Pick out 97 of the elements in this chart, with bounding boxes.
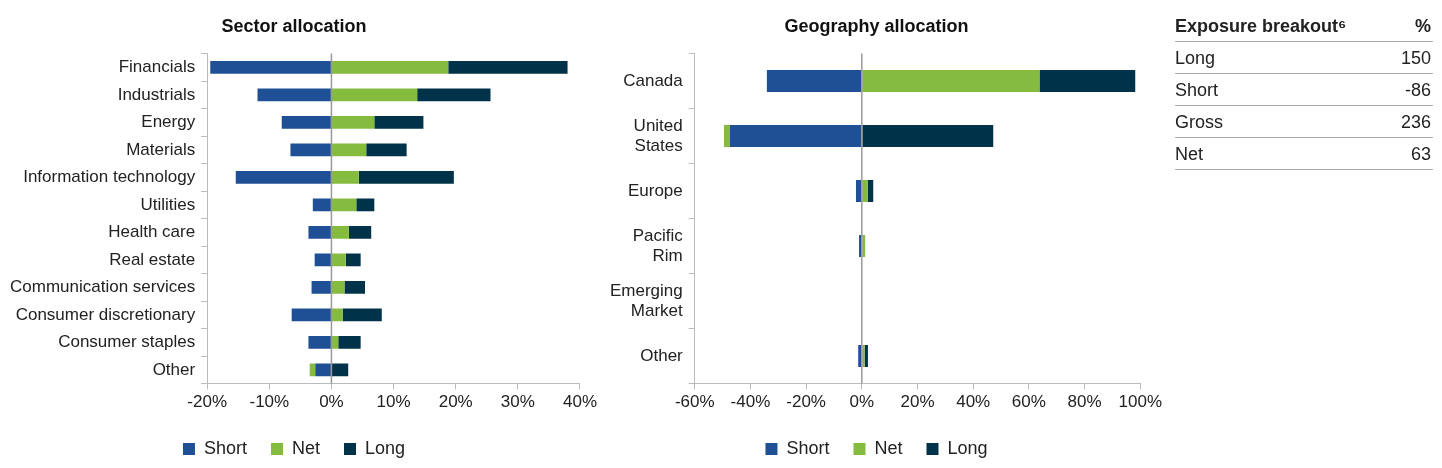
x-tick-label: -10%: [249, 392, 290, 412]
bar: [862, 70, 1040, 93]
legend-label: Short: [203, 437, 247, 458]
bar: [342, 308, 382, 322]
y-tick-label: Emerging Market: [609, 280, 684, 320]
legend-label: Net: [291, 437, 320, 458]
bar: [345, 253, 361, 267]
bar: [344, 281, 365, 294]
legend-label: Short: [786, 437, 830, 458]
y-tick-label: Industrials: [117, 84, 196, 104]
bar: [374, 116, 424, 129]
bar: [356, 198, 375, 212]
bar: [312, 198, 331, 212]
y-tick-label: Utilities: [140, 194, 196, 214]
y-tick-label: Consumer staples: [58, 332, 196, 352]
x-tick-label: 0%: [849, 392, 875, 412]
text: Exposure breakout⁶: [1175, 12, 1394, 42]
bar: [331, 363, 349, 377]
bar: [366, 143, 407, 157]
bar: [210, 61, 331, 74]
x-tick-label: 80%: [1067, 392, 1102, 412]
x-tick-label: 10%: [376, 392, 411, 412]
category-label: Short: [1175, 73, 1394, 106]
y-tick-label: Other: [152, 359, 196, 379]
bar: [331, 143, 367, 157]
category-label: Gross: [1175, 105, 1394, 138]
bar: [331, 308, 343, 322]
bar: [331, 336, 339, 349]
x-tick-label: -20%: [786, 392, 826, 412]
y-tick-label: Canada: [623, 70, 684, 90]
bar: [358, 171, 454, 184]
bar: [855, 180, 862, 203]
bar: [281, 116, 331, 129]
category-label: Long: [1175, 41, 1394, 74]
x-tick-label: 40%: [562, 392, 597, 412]
bar: [862, 125, 994, 148]
bar: [311, 281, 331, 294]
bar: [331, 61, 449, 74]
legend-label: Long: [947, 437, 988, 458]
x-tick-label: -40%: [730, 392, 771, 412]
bar: [308, 336, 331, 349]
bar: [315, 363, 331, 377]
bar: [331, 281, 345, 294]
bar: [417, 88, 491, 102]
data-label: 236: [1393, 105, 1433, 138]
y-tick-label: Europe: [627, 180, 683, 200]
bar: [235, 171, 331, 184]
bar: [729, 125, 862, 148]
y-tick-label: Other: [640, 345, 684, 365]
bar: [331, 88, 418, 102]
y-tick-label: Real estate: [109, 249, 196, 269]
bar: [723, 125, 730, 148]
x-tick-label: 20%: [438, 392, 473, 412]
chart-title: Sector allocation: [221, 15, 367, 36]
bar: [331, 116, 375, 129]
y-tick-label: Financials: [118, 57, 196, 77]
bar: [331, 171, 359, 184]
bar: [766, 70, 862, 93]
bar: [862, 180, 868, 203]
y-tick-label: Information technology: [23, 167, 196, 187]
chart-title: Geography allocation: [784, 15, 969, 36]
bar: [331, 198, 357, 212]
bar: [291, 308, 331, 322]
x-tick-label: 30%: [500, 392, 535, 412]
x-tick-label: -20%: [187, 392, 228, 412]
legend-label: Long: [365, 437, 406, 458]
bar: [331, 253, 346, 267]
y-tick-label: Consumer discretionary: [15, 304, 196, 324]
category-label: Net: [1175, 137, 1394, 170]
x-tick-label: 60%: [1011, 392, 1046, 412]
bar: [308, 226, 331, 239]
y-tick-label: Materials: [126, 139, 196, 159]
bar: [867, 180, 874, 203]
legend-label: Net: [874, 437, 903, 458]
x-tick-label: 40%: [956, 392, 991, 412]
bar: [331, 226, 349, 239]
bar: [257, 88, 331, 102]
text: %: [1393, 12, 1433, 42]
y-tick-label: United States: [633, 115, 683, 155]
x-tick-label: 0%: [319, 392, 344, 412]
data-label: -86: [1393, 73, 1433, 106]
y-tick-label: Energy: [141, 112, 196, 132]
bar: [448, 61, 568, 74]
bar: [858, 345, 862, 368]
data-label: 150: [1393, 41, 1433, 74]
x-tick-label: -60%: [674, 392, 715, 412]
bar: [338, 336, 361, 349]
y-tick-label: Pacific Rim: [632, 225, 684, 265]
x-tick-label: 100%: [1118, 392, 1162, 412]
y-tick-label: Health care: [108, 222, 196, 242]
data-label: 63: [1393, 137, 1433, 170]
bar: [348, 226, 372, 239]
x-tick-label: 20%: [900, 392, 935, 412]
bar: [314, 253, 331, 267]
bar: [290, 143, 331, 157]
y-tick-label: Communication services: [9, 277, 196, 297]
bar: [1039, 70, 1136, 93]
